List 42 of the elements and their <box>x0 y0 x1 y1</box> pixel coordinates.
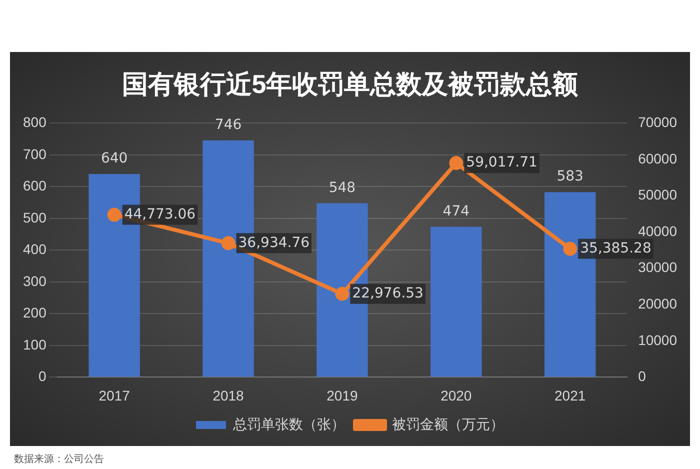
point <box>335 286 350 301</box>
y2-tick-label: 70000 <box>638 114 678 130</box>
data-label: 640 <box>100 150 128 167</box>
y2-tick-label: 50000 <box>638 186 678 203</box>
y2-tick-label: 30000 <box>638 259 678 276</box>
y-tick-label: 500 <box>23 209 47 226</box>
point <box>107 208 122 222</box>
x-tick-label: 2021 <box>554 387 586 404</box>
x-tick-label: 2017 <box>98 387 130 404</box>
data-label: 22,976.53 <box>352 285 424 302</box>
y-tick-label: 100 <box>23 336 47 352</box>
legend-label: 被罚金额（万元） <box>392 416 504 432</box>
x-tick-label: 2019 <box>326 387 358 404</box>
point <box>221 236 236 250</box>
source-note: 数据来源：公司公告 <box>14 452 104 466</box>
y-tick-label: 200 <box>23 304 47 321</box>
y-tick-label: 0 <box>38 368 47 384</box>
y2-tick-label: 40000 <box>638 222 678 239</box>
data-label: 583 <box>556 168 584 185</box>
chart-title: 国有银行近5年收罚单总数及被罚款总额 <box>122 68 580 99</box>
data-label: 35,385.28 <box>580 240 652 256</box>
data-label: 548 <box>328 180 356 196</box>
bar <box>430 226 482 377</box>
y2-tick-label: 10000 <box>638 332 678 348</box>
legend-label: 总罚单张数（张） <box>232 416 345 432</box>
y-tick-label: 600 <box>23 178 47 194</box>
y-tick-label: 800 <box>23 114 47 130</box>
x-tick-label: 2018 <box>212 387 244 404</box>
y2-tick-label: 0 <box>638 368 646 384</box>
data-label: 59,017.71 <box>466 154 538 171</box>
point <box>563 242 578 256</box>
data-label: 746 <box>214 116 242 133</box>
point <box>449 156 464 170</box>
y2-tick-label: 20000 <box>638 295 678 312</box>
data-label: 44,773.06 <box>124 206 196 222</box>
data-label: 36,934.76 <box>238 234 310 251</box>
data-label: 474 <box>442 203 470 220</box>
y2-tick-label: 60000 <box>638 150 678 166</box>
y-tick-label: 400 <box>23 241 47 258</box>
x-tick-label: 2020 <box>440 387 472 404</box>
y-tick-label: 300 <box>23 272 47 289</box>
y-tick-label: 700 <box>23 146 47 162</box>
